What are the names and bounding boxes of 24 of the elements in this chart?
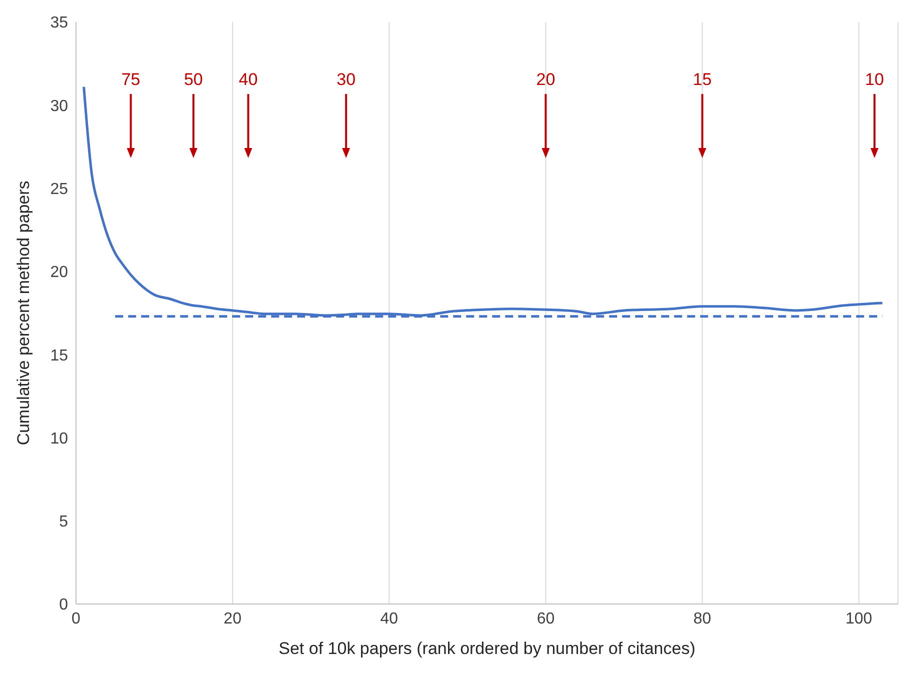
annotation: 10	[865, 70, 884, 89]
y-tick-label: 30	[50, 98, 68, 115]
y-tick-label: 15	[50, 347, 68, 364]
annotation: 75	[121, 70, 140, 89]
line-series	[82, 86, 884, 317]
x-tick-label: 80	[693, 610, 712, 628]
y-tick-label: 35	[50, 14, 68, 32]
x-tick-label: 20	[224, 610, 242, 628]
y-axis-title: Cumulative percent method papers	[14, 180, 34, 446]
y-tick-label: 25	[50, 180, 68, 198]
annotation: 40	[238, 70, 258, 89]
x-tick-label: 0	[72, 610, 81, 628]
annotation: 20	[536, 70, 556, 89]
x-tick-label: 100	[846, 610, 872, 628]
x-tick-label: 40	[380, 610, 398, 628]
x-axis-title: Set of 10k papers (rank ordered by number of citances)	[278, 639, 696, 658]
y-tick-label: 20	[50, 264, 68, 282]
y-tick-label: 0	[59, 596, 68, 614]
x-tick-label: 60	[536, 610, 555, 628]
annotation: 30	[336, 70, 356, 89]
y-tick-label: 10	[50, 430, 68, 448]
annotation: 15	[692, 70, 712, 89]
y-tick-label: 5	[59, 514, 68, 531]
annotation: 50	[184, 70, 203, 89]
